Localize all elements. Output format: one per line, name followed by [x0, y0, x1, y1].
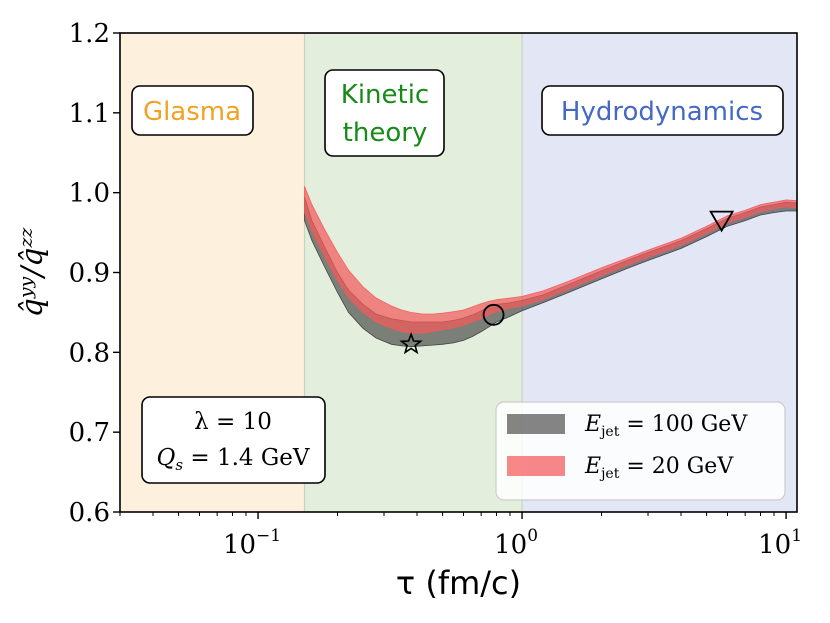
region-labels: Glasma Kinetic theory Hydrodynamics	[131, 69, 784, 157]
legend-label-1: Ejet = 20 GeV	[584, 454, 734, 482]
y-tick-label: 0.7	[69, 418, 110, 448]
hydro-label: Hydrodynamics	[561, 97, 763, 127]
star-marker	[399, 332, 423, 355]
x-tick-label: 10−1	[223, 526, 281, 560]
glasma-label: Glasma	[143, 97, 241, 127]
params-lambda: λ = 10	[194, 409, 272, 435]
params-box-frame	[141, 396, 326, 484]
kinetic-label-line1: Kinetic	[341, 80, 429, 110]
y-tick-label: 0.6	[69, 498, 110, 528]
markers-layer	[399, 210, 735, 355]
kinetic-label-box	[324, 69, 445, 157]
glasma-label-box	[131, 85, 254, 136]
kinetic-label-line2: theory	[343, 118, 428, 148]
legend-swatch-0	[507, 414, 565, 434]
legend-swatch-1	[507, 456, 565, 476]
legend-frame	[495, 401, 786, 501]
y-tick-label: 1.1	[69, 99, 110, 129]
legend: Ejet = 100 GeV Ejet = 20 GeV	[495, 401, 786, 501]
legend-label-0: Ejet = 100 GeV	[584, 412, 748, 440]
params-qs: Qs = 1.4 GeV	[157, 445, 310, 474]
y-axis-label: q̂ʸʸ/q̂ᶻᶻ	[15, 227, 50, 318]
y-tick-label: 1.2	[69, 19, 110, 49]
triangle-down-marker	[709, 210, 735, 233]
params-box: λ = 10 Qs = 1.4 GeV	[141, 396, 326, 484]
x-tick-label: 101	[758, 526, 802, 560]
x-axis-label: τ (fm/c)	[396, 564, 521, 602]
y-tick-label: 0.9	[69, 259, 110, 289]
y-tick-label: 1.0	[69, 179, 110, 209]
axes: 0.6 0.7 0.8 0.9 1.0 1.1 1.2 10−1 100 101 τ (fm/c) q…	[15, 19, 802, 602]
x-tick-label: 100	[494, 526, 538, 560]
circle-marker	[482, 303, 505, 326]
hydro-label-box	[541, 85, 784, 136]
y-tick-label: 0.8	[69, 338, 110, 368]
